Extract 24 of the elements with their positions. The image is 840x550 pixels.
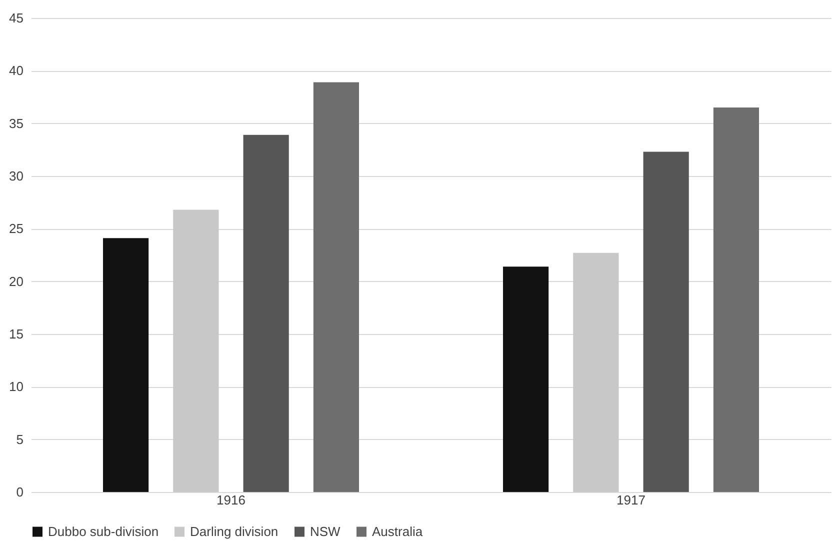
y-tick-label: 5 — [16, 432, 24, 447]
bar — [573, 252, 619, 492]
bar — [103, 238, 149, 492]
bar — [713, 108, 759, 492]
bar — [313, 82, 359, 492]
bar — [243, 134, 289, 492]
bar — [643, 152, 689, 492]
y-tick-label: 15 — [9, 326, 24, 342]
legend-label: Australia — [372, 524, 424, 539]
x-tick-label: 1916 — [216, 492, 246, 508]
legend-label: Dubbo sub-division — [48, 524, 159, 539]
y-tick-label: 30 — [9, 168, 24, 184]
legend-label: Darling division — [190, 524, 278, 539]
y-tick-label: 0 — [16, 484, 24, 500]
y-tick-label: 10 — [9, 379, 24, 394]
y-tick-label: 35 — [9, 116, 24, 131]
y-tick-label: 40 — [9, 63, 24, 78]
y-tick-label: 45 — [9, 10, 24, 26]
y-tick-label: 25 — [9, 221, 24, 236]
legend-label: NSW — [310, 524, 342, 539]
bar — [503, 266, 549, 492]
bar — [173, 210, 219, 492]
x-tick-label: 1917 — [616, 492, 646, 508]
y-tick-label: 20 — [9, 274, 24, 289]
